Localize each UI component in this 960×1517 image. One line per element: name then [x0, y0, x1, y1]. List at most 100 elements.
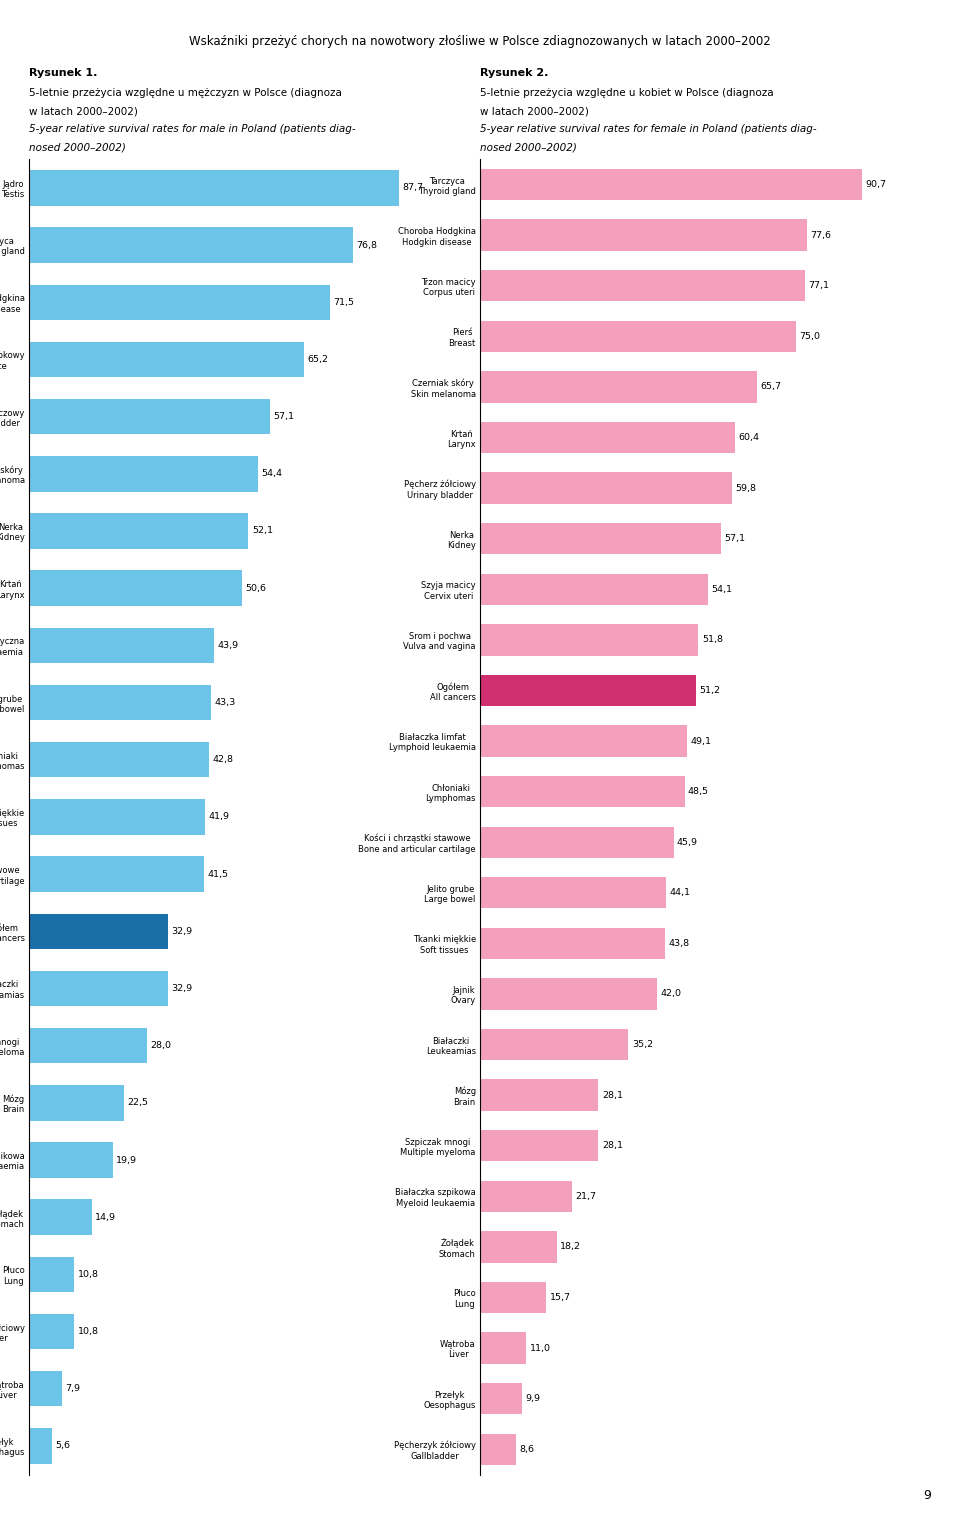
Text: 65,7: 65,7	[760, 382, 781, 391]
Text: 35,2: 35,2	[632, 1041, 653, 1050]
Text: 28,1: 28,1	[602, 1141, 623, 1150]
Bar	[29, 457, 258, 492]
Text: nosed 2000–2002): nosed 2000–2002)	[480, 143, 577, 153]
Bar	[480, 725, 687, 757]
Bar	[480, 573, 708, 605]
Bar	[480, 422, 734, 454]
Bar	[29, 1314, 74, 1349]
Bar	[480, 1130, 598, 1162]
Text: 65,2: 65,2	[307, 355, 328, 364]
Bar	[480, 320, 796, 352]
Text: 5-year relative survival rates for female in Poland (patients diag-: 5-year relative survival rates for femal…	[480, 124, 817, 135]
Text: 54,4: 54,4	[261, 469, 282, 478]
Text: 5-letnie przeżycia względne u kobiet w Polsce (diagnoza: 5-letnie przeżycia względne u kobiet w P…	[480, 88, 774, 99]
Text: 8,6: 8,6	[519, 1444, 535, 1453]
Text: 87,7: 87,7	[402, 184, 423, 193]
Text: 60,4: 60,4	[738, 432, 759, 441]
Text: 5,6: 5,6	[56, 1441, 71, 1450]
Text: 49,1: 49,1	[690, 737, 711, 745]
Bar	[29, 1200, 91, 1235]
Text: 77,6: 77,6	[810, 231, 831, 240]
Text: 5-letnie przeżycia względne u mężczyzn w Polsce (diagnoza: 5-letnie przeżycia względne u mężczyzn w…	[29, 88, 342, 99]
Text: 51,8: 51,8	[702, 636, 723, 645]
Text: 57,1: 57,1	[724, 534, 745, 543]
Bar	[29, 228, 352, 262]
Bar	[480, 1029, 629, 1060]
Bar	[29, 570, 242, 605]
Text: 48,5: 48,5	[688, 787, 708, 796]
Text: w latach 2000–2002): w latach 2000–2002)	[480, 106, 588, 117]
Bar	[29, 1371, 62, 1406]
Text: 28,0: 28,0	[151, 1041, 171, 1050]
Text: nosed 2000–2002): nosed 2000–2002)	[29, 143, 126, 153]
Text: 32,9: 32,9	[171, 927, 192, 936]
Text: 18,2: 18,2	[560, 1242, 581, 1252]
Bar	[480, 1232, 557, 1262]
Text: 51,2: 51,2	[699, 686, 720, 695]
Text: Rysunek 1.: Rysunek 1.	[29, 68, 97, 79]
Text: 10,8: 10,8	[78, 1327, 99, 1336]
Text: 19,9: 19,9	[116, 1156, 137, 1165]
Text: 15,7: 15,7	[549, 1292, 570, 1302]
Text: 21,7: 21,7	[575, 1192, 596, 1201]
Bar	[480, 1080, 598, 1110]
Text: 43,3: 43,3	[215, 698, 236, 707]
Text: 57,1: 57,1	[273, 413, 294, 422]
Bar	[29, 399, 270, 434]
Bar	[29, 913, 168, 950]
Bar	[29, 1142, 112, 1177]
Bar	[29, 628, 214, 663]
Bar	[29, 742, 209, 777]
Bar	[29, 341, 303, 378]
Text: 5-year relative survival rates for male in Poland (patients diag-: 5-year relative survival rates for male …	[29, 124, 355, 135]
Text: 42,0: 42,0	[660, 989, 682, 998]
Bar	[480, 1282, 546, 1314]
Bar	[480, 220, 807, 250]
Bar	[29, 513, 249, 549]
Text: Rysunek 2.: Rysunek 2.	[480, 68, 548, 79]
Text: 54,1: 54,1	[711, 584, 732, 593]
Bar	[29, 971, 168, 1006]
Bar	[480, 775, 684, 807]
Text: w latach 2000–2002): w latach 2000–2002)	[29, 106, 137, 117]
Bar	[29, 684, 211, 721]
Bar	[29, 285, 330, 320]
Text: 59,8: 59,8	[735, 484, 756, 493]
Text: 32,9: 32,9	[171, 985, 192, 994]
Text: 71,5: 71,5	[334, 297, 354, 306]
Bar	[29, 170, 398, 206]
Text: 41,9: 41,9	[209, 813, 229, 821]
Text: 45,9: 45,9	[677, 837, 698, 846]
Bar	[480, 1180, 571, 1212]
Bar	[29, 799, 205, 834]
Bar	[29, 1427, 53, 1464]
Text: 42,8: 42,8	[213, 755, 233, 765]
Bar	[480, 168, 862, 200]
Text: 28,1: 28,1	[602, 1091, 623, 1100]
Text: 22,5: 22,5	[127, 1098, 148, 1107]
Bar	[480, 472, 732, 504]
Bar	[480, 1384, 521, 1414]
Text: 75,0: 75,0	[800, 332, 821, 341]
Bar	[29, 1256, 74, 1292]
Text: Wskaźniki przeżyć chorych na nowotwory złośliwe w Polsce zdiagnozowanych w latac: Wskaźniki przeżyć chorych na nowotwory z…	[189, 35, 771, 49]
Text: 77,1: 77,1	[808, 281, 829, 290]
Bar	[480, 523, 721, 554]
Text: 41,5: 41,5	[207, 869, 228, 878]
Bar	[480, 877, 666, 909]
Bar	[480, 928, 664, 959]
Bar	[480, 675, 696, 705]
Bar	[480, 978, 657, 1010]
Text: 50,6: 50,6	[246, 584, 267, 593]
Bar	[29, 1029, 147, 1063]
Text: 90,7: 90,7	[866, 181, 887, 190]
Text: 44,1: 44,1	[669, 889, 690, 897]
Bar	[480, 270, 805, 302]
Text: 43,8: 43,8	[668, 939, 689, 948]
Bar	[480, 1332, 526, 1364]
Text: 52,1: 52,1	[252, 526, 273, 536]
Text: 10,8: 10,8	[78, 1270, 99, 1279]
Bar	[480, 623, 699, 655]
Bar	[29, 857, 204, 892]
Bar	[480, 827, 674, 859]
